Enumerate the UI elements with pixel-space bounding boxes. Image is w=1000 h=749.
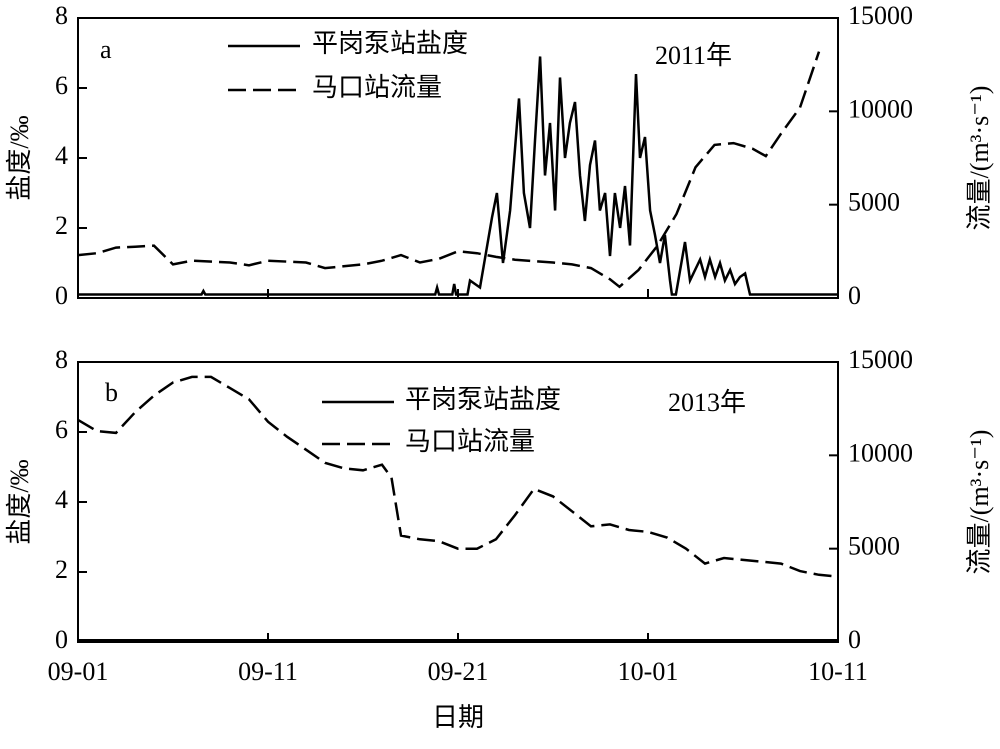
legend-label: 马口站流量 — [312, 73, 442, 102]
y-tick-label: 0 — [55, 281, 68, 310]
annotation: 2011年 — [655, 41, 732, 70]
x-tick-label: 09-21 — [428, 657, 489, 686]
y2-axis-label: 流量/(m³·s⁻¹) — [965, 86, 994, 231]
y-tick-label: 0 — [55, 625, 68, 654]
y2-tick-label: 15000 — [848, 345, 913, 374]
legend-label: 平岗泵站盐度 — [405, 385, 561, 414]
y2-tick-label: 0 — [848, 281, 861, 310]
legend-label: 平岗泵站盐度 — [312, 29, 468, 58]
data-line — [77, 51, 821, 289]
y-tick-label: 4 — [55, 141, 68, 170]
y2-tick-label: 0 — [848, 625, 861, 654]
y-tick-label: 2 — [55, 211, 68, 240]
annotation: 2013年 — [668, 388, 746, 417]
y2-axis-label: 流量/(m³·s⁻¹) — [965, 430, 994, 575]
y2-tick-label: 5000 — [848, 532, 900, 561]
data-line — [77, 375, 839, 578]
legend-label: 马口站流量 — [405, 427, 535, 456]
y-tick-label: 6 — [55, 415, 68, 444]
y-tick-label: 6 — [55, 71, 68, 100]
panel-label: b — [105, 378, 118, 407]
x-tick-label: 09-11 — [238, 657, 298, 686]
panel-label: a — [100, 35, 112, 64]
y-tick-label: 4 — [55, 485, 68, 514]
y-tick-label: 2 — [55, 555, 68, 584]
y2-tick-label: 10000 — [848, 438, 913, 467]
data-line — [78, 56, 838, 296]
x-tick-label: 10-01 — [618, 657, 679, 686]
y-axis-label: 盐度/‰ — [5, 115, 34, 200]
y2-tick-label: 10000 — [848, 94, 913, 123]
y-tick-label: 8 — [55, 345, 68, 374]
y2-tick-label: 5000 — [848, 188, 900, 217]
x-tick-label: 10-11 — [808, 657, 868, 686]
x-axis-label: 日期 — [432, 703, 484, 732]
x-tick-label: 09-01 — [48, 657, 109, 686]
y-axis-label: 盐度/‰ — [5, 459, 34, 544]
y-tick-label: 8 — [55, 1, 68, 30]
y2-tick-label: 15000 — [848, 1, 913, 30]
